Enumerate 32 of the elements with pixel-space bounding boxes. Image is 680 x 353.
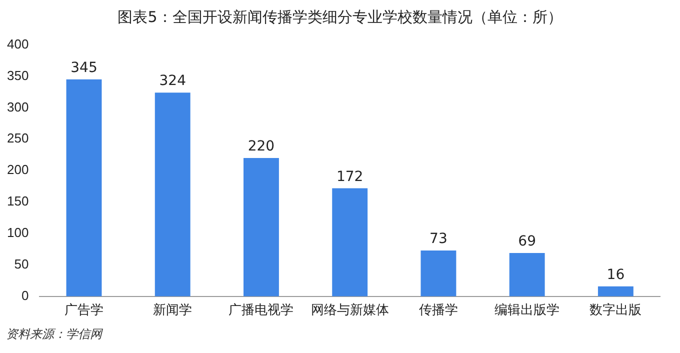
bar — [332, 188, 368, 296]
x-tick-label: 网络与新媒体 — [310, 302, 389, 317]
bar — [509, 253, 545, 296]
bar — [66, 79, 102, 296]
y-tick-label: 250 — [6, 130, 29, 146]
text: 资料来源：学信网 — [6, 326, 102, 343]
y-tick-label: 400 — [6, 36, 29, 52]
data-label: 69 — [518, 234, 536, 250]
data-label: 73 — [430, 231, 448, 248]
y-tick-label: 350 — [6, 68, 29, 83]
bar — [154, 92, 190, 296]
y-tick-label: 0 — [21, 288, 29, 303]
y-tick-label: 100 — [6, 225, 29, 240]
bar — [598, 286, 634, 296]
bar — [420, 250, 456, 296]
x-tick-label: 传播学 — [418, 302, 458, 317]
x-tick-label: 新闻学 — [153, 302, 192, 317]
x-tick-label: 数字出版 — [590, 302, 642, 317]
x-tick-label: 广告学 — [64, 302, 104, 317]
y-tick-label: 150 — [6, 194, 29, 209]
data-label: 220 — [248, 138, 275, 155]
chart-title: 图表5：全国开设新闻传播学类细分专业学校数量情况（单位：所） — [116, 8, 564, 27]
y-tick-label: 300 — [6, 99, 29, 114]
bar — [244, 158, 279, 296]
y-tick-label: 50 — [14, 256, 29, 272]
x-tick-label: 广播电视学 — [228, 302, 294, 317]
y-tick-label: 200 — [6, 162, 29, 178]
data-label: 16 — [606, 266, 625, 283]
data-label: 172 — [336, 168, 364, 185]
x-tick-label: 编辑出版学 — [494, 302, 560, 317]
data-label: 324 — [159, 73, 186, 90]
data-label: 345 — [70, 60, 98, 76]
